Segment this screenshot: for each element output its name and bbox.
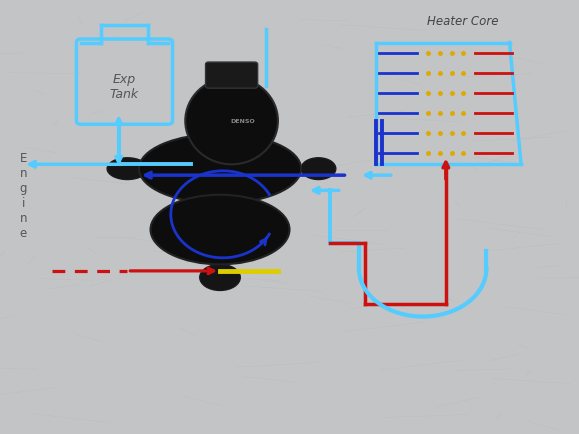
- Ellipse shape: [301, 158, 336, 180]
- Text: Heater Core: Heater Core: [427, 15, 499, 28]
- Ellipse shape: [151, 195, 290, 265]
- FancyBboxPatch shape: [206, 63, 258, 89]
- Text: E
n
g
i
n
e: E n g i n e: [20, 151, 27, 239]
- Ellipse shape: [200, 265, 240, 291]
- Text: DENSO: DENSO: [231, 119, 255, 124]
- Text: Exp
Tank: Exp Tank: [110, 73, 139, 101]
- Ellipse shape: [107, 158, 148, 180]
- Ellipse shape: [185, 78, 278, 165]
- Ellipse shape: [139, 135, 301, 204]
